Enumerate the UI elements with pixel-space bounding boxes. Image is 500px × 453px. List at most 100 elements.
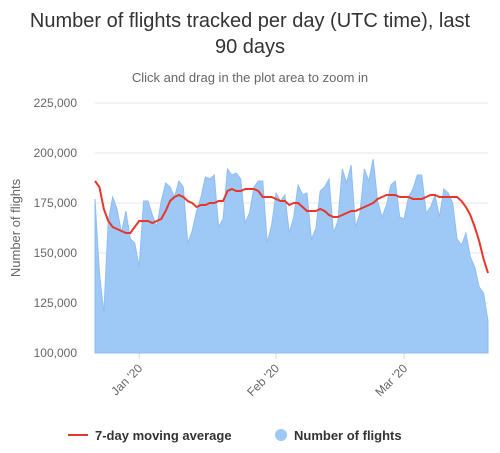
data-point-flights [301,194,304,197]
data-point-moving-average [146,220,149,223]
data-point-moving-average [283,200,286,203]
data-point-flights [133,242,136,245]
data-point-moving-average [376,198,379,201]
data-point-flights [248,212,251,215]
data-point-moving-average [222,200,225,203]
data-point-flights [314,228,317,231]
x-tick-label: Mar '20 [372,361,410,399]
legend-circle-swatch [275,429,287,441]
data-point-flights [442,188,445,191]
data-point-moving-average [403,196,406,199]
data-point-moving-average [487,272,490,275]
data-point-flights [244,222,247,225]
series-area-number-of-flights[interactable] [94,158,489,354]
data-point-flights [195,210,198,213]
data-point-moving-average [429,194,432,197]
data-point-moving-average [213,202,216,205]
data-point-flights [354,226,357,229]
data-point-moving-average [208,202,211,205]
legend-item-number-of-flights[interactable]: Number of flights [275,428,402,443]
x-tick-label: Jan '20 [108,361,145,398]
data-point-flights [266,242,269,245]
data-point-flights [191,230,194,233]
legend-item-moving-average[interactable]: 7-day moving average [68,428,232,443]
data-point-moving-average [102,208,105,211]
data-point-moving-average [434,194,437,197]
data-point-moving-average [116,228,119,231]
data-point-flights [138,266,141,269]
data-point-moving-average [252,188,255,191]
data-point-flights [429,206,432,209]
data-point-moving-average [447,196,450,199]
data-point-flights [292,216,295,219]
data-point-moving-average [354,210,357,213]
data-point-flights [102,312,105,315]
data-point-flights [182,186,185,189]
data-point-flights [328,178,331,181]
data-point-flights [124,210,127,213]
y-axis-ticks: 100,000 125,000 150,000 175,000 200,000 225,0… [34,96,78,360]
data-point-flights [319,190,322,193]
data-point-flights [403,218,406,221]
data-point-moving-average [314,210,317,213]
data-point-flights [478,286,481,289]
data-point-flights [146,200,149,203]
series-line-7-day-moving-average[interactable] [94,180,489,274]
data-point-moving-average [310,210,313,213]
data-point-flights [155,226,158,229]
data-point-flights [381,216,384,219]
data-point-moving-average [473,226,476,229]
data-point-flights [129,238,132,241]
data-point-moving-average [328,214,331,217]
x-tick-label: Feb '20 [244,361,282,399]
data-point-flights [358,212,361,215]
data-point-flights [235,172,238,175]
data-point-moving-average [160,218,163,221]
data-point-moving-average [288,204,291,207]
data-point-flights [222,218,225,221]
data-point-moving-average [319,208,322,211]
data-point-flights [469,256,472,259]
data-point-moving-average [442,196,445,199]
data-point-moving-average [341,214,344,217]
y-tick-label: 200,000 [34,146,78,160]
data-point-flights [460,244,463,247]
data-point-flights [226,168,229,171]
data-point-flights [186,242,189,245]
data-point-flights [367,180,370,183]
x-axis-ticks: Jan '20 Feb '20 Mar '20 [95,352,488,399]
data-point-flights [394,180,397,183]
data-point-moving-average [332,216,335,219]
data-point-flights [350,164,353,167]
data-point-moving-average [177,194,180,197]
data-point-moving-average [381,196,384,199]
data-point-moving-average [244,188,247,191]
data-point-moving-average [142,220,145,223]
y-tick-label: 100,000 [34,346,78,360]
data-point-moving-average [420,198,423,201]
data-point-moving-average [372,202,375,205]
data-point-flights [420,174,423,177]
data-point-moving-average [358,208,361,211]
legend: 7-day moving average Number of flights [68,428,402,443]
data-point-moving-average [279,200,282,203]
data-point-moving-average [98,186,101,189]
data-point-moving-average [305,210,308,213]
data-point-moving-average [261,196,264,199]
data-point-moving-average [107,220,110,223]
data-point-moving-average [438,196,441,199]
data-point-moving-average [94,180,97,183]
data-point-flights [199,196,202,199]
data-point-moving-average [239,190,242,193]
data-point-moving-average [129,232,132,235]
data-point-flights [425,212,428,215]
data-point-flights [160,200,163,203]
data-point-moving-average [151,222,154,225]
data-point-flights [411,188,414,191]
data-point-flights [169,186,172,189]
data-point-flights [305,192,308,195]
data-point-flights [208,178,211,181]
data-point-moving-average [199,204,202,207]
data-point-moving-average [478,240,481,243]
